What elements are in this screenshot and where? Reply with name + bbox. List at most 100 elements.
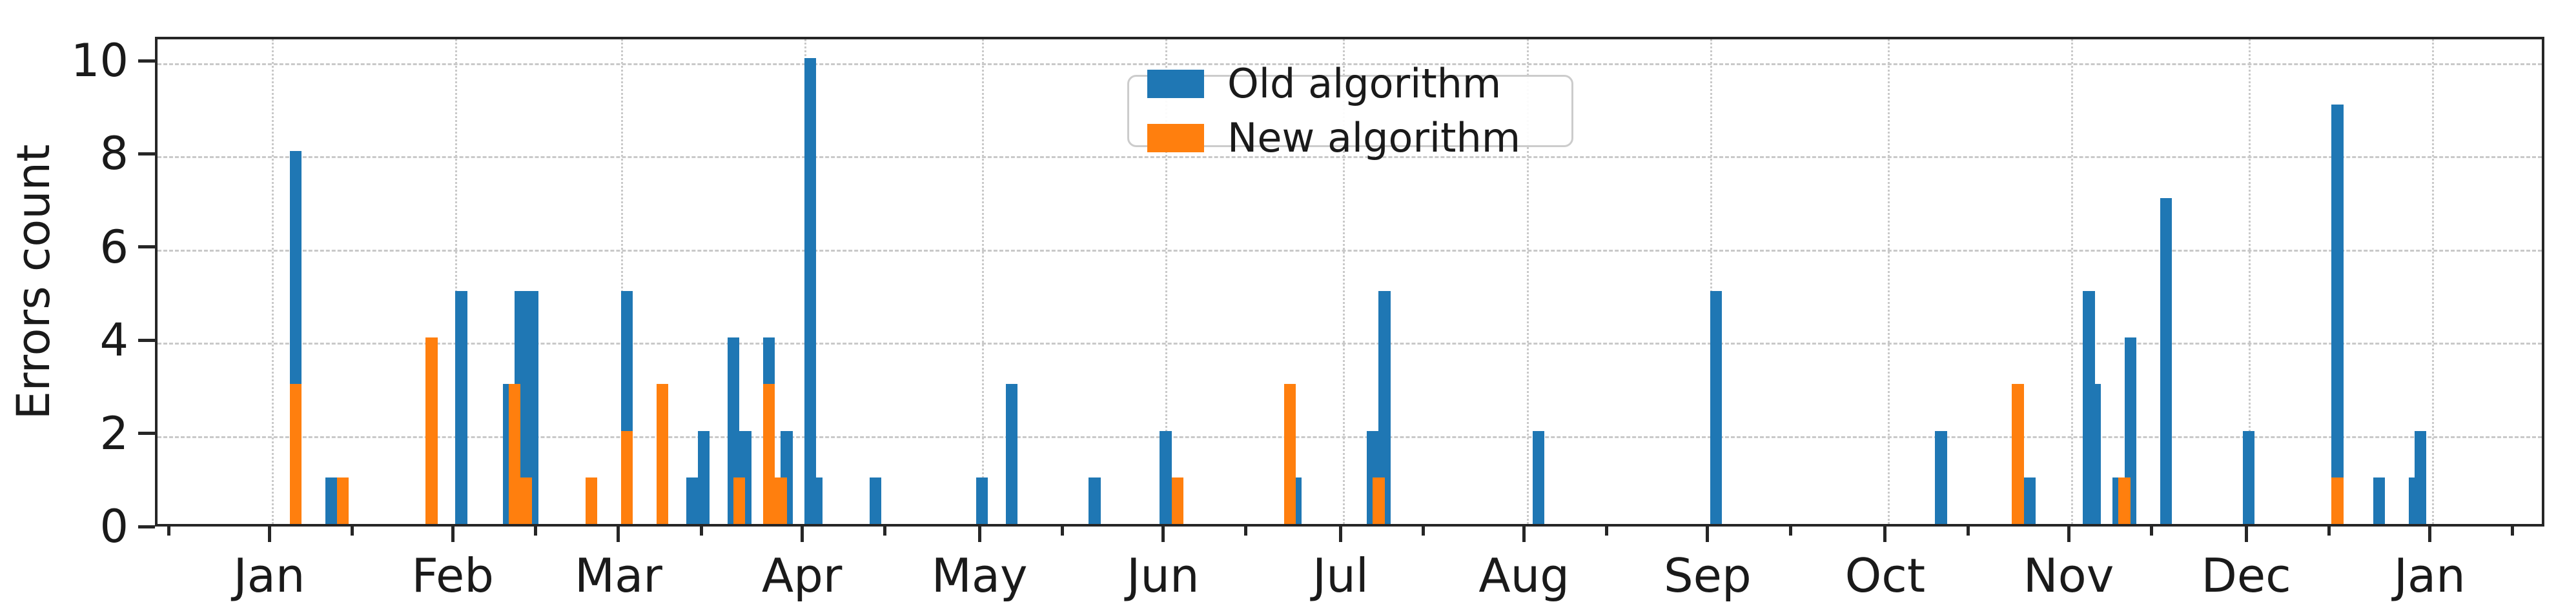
x-tick-sep-8 — [1706, 527, 1710, 542]
new-algorithm-bar-dec-16 — [2331, 477, 2344, 524]
gridline-x-feb-1 — [455, 39, 458, 524]
new-algorithm-bar-jan-28 — [425, 337, 438, 524]
old-algorithm-bar-oct-10 — [1935, 430, 1947, 524]
gridline-y-4 — [158, 343, 2542, 345]
gridline-x-sep-8 — [1710, 39, 1712, 524]
new-algorithm-bar-jul-7 — [1373, 477, 1385, 524]
y-tick-0 — [138, 525, 155, 528]
old-algorithm-bar-dec-30 — [2414, 430, 2427, 524]
x-minor-tick-day-287 — [1966, 527, 1970, 536]
y-tick-label-10: 10 — [70, 34, 128, 87]
new-algorithm-bar-oct-23 — [2012, 384, 2024, 524]
old-algorithm-bar-apr-13 — [869, 477, 882, 524]
x-minor-tick-day-104 — [883, 527, 886, 536]
gridline-x-nov-10 — [2071, 39, 2074, 524]
y-tick-label-0: 0 — [99, 500, 128, 553]
new-algorithm-swatch — [1147, 124, 1204, 152]
x-tick-label-sep-8: Sep — [1663, 548, 1752, 603]
x-tick-label-aug-7: Aug — [1478, 548, 1569, 603]
old-algorithm-swatch — [1147, 70, 1204, 98]
y-tick-label-2: 2 — [99, 407, 128, 460]
legend-label-new: New algorithm — [1227, 114, 1521, 161]
new-algorithm-bar-mar-28 — [775, 477, 787, 524]
x-tick-label-dec-11: Dec — [2201, 548, 2291, 603]
x-minor-tick-day--17 — [167, 527, 170, 536]
x-tick-jul-6 — [1338, 527, 1342, 542]
old-algorithm-bar-nov-11 — [2124, 337, 2136, 524]
x-tick-label-feb-1: Feb — [411, 548, 494, 603]
new-algorithm-bar-jun-3 — [1171, 477, 1183, 524]
new-algorithm-bar-feb-24 — [585, 477, 598, 524]
legend: Old algorithm New algorithm — [1127, 64, 1573, 158]
x-tick-label-apr-3: Apr — [761, 548, 843, 603]
x-tick-label-jun-5: Jun — [1127, 548, 1200, 603]
new-algorithm-bar-jun-22 — [1283, 384, 1296, 524]
old-algorithm-bar-dec-16 — [2331, 105, 2344, 524]
gridline-x-may-4 — [982, 39, 985, 524]
y-tick-6 — [138, 245, 155, 249]
old-algorithm-bar-nov-5 — [2089, 384, 2101, 524]
x-tick-nov-10 — [2067, 527, 2070, 542]
x-minor-tick-day-257 — [1788, 527, 1792, 536]
x-minor-tick-day-318 — [2149, 527, 2153, 536]
x-minor-tick-day-134 — [1061, 527, 1064, 536]
x-tick-aug-7 — [1522, 527, 1526, 542]
x-tick-jan-0 — [267, 527, 271, 542]
old-algorithm-bar-jan-11 — [325, 477, 337, 524]
new-algorithm-bar-mar-21 — [733, 477, 746, 524]
x-tick-label-oct-9: Oct — [1845, 548, 1926, 603]
x-tick-jan-12 — [2428, 527, 2431, 542]
x-tick-mar-2 — [617, 527, 620, 542]
gridline-x-jul-6 — [1343, 39, 1345, 524]
gridline-x-jan-0 — [272, 39, 274, 524]
new-algorithm-bar-jan-13 — [336, 477, 349, 524]
x-tick-jun-5 — [1161, 527, 1165, 542]
old-algorithm-bar-feb-2 — [455, 291, 467, 524]
new-algorithm-bar-mar-8 — [656, 384, 669, 524]
gridline-x-jun-5 — [1165, 39, 1168, 524]
x-minor-tick-day-226 — [1605, 527, 1609, 536]
x-minor-tick-day-348 — [2327, 527, 2331, 536]
old-algorithm-bar-may-6 — [1005, 384, 1018, 524]
new-algorithm-bar-jan-5 — [289, 384, 302, 524]
old-algorithm-bar-jun-1 — [1160, 430, 1172, 524]
new-algorithm-bar-mar-26 — [762, 384, 775, 524]
old-algorithm-bar-may-1 — [976, 477, 988, 524]
legend-entry-old: Old algorithm — [1147, 64, 1553, 104]
old-algorithm-bar-dec-1 — [2242, 430, 2255, 524]
x-tick-label-jul-6: Jul — [1312, 548, 1369, 603]
x-tick-oct-9 — [1883, 527, 1887, 542]
x-tick-label-jan-0: Jan — [233, 548, 305, 603]
new-algorithm-bar-mar-2 — [620, 430, 633, 524]
y-tick-label-8: 8 — [99, 127, 128, 181]
old-algorithm-bar-mar-20 — [727, 337, 740, 524]
x-tick-label-may-4: May — [931, 548, 1028, 603]
gridline-y-6 — [158, 249, 2542, 252]
x-tick-label-jan-12: Jan — [2393, 548, 2466, 603]
y-tick-2 — [138, 432, 155, 436]
legend-entry-new: New algorithm — [1147, 118, 1553, 158]
legend-label-old: Old algorithm — [1227, 60, 1502, 107]
old-algorithm-bar-jul-8 — [1378, 291, 1391, 524]
gridline-y-2 — [158, 436, 2542, 438]
y-tick-4 — [138, 338, 155, 342]
y-tick-10 — [138, 59, 155, 63]
x-minor-tick-day-45 — [534, 527, 538, 536]
gridline-x-mar-2 — [620, 39, 623, 524]
old-algorithm-bar-apr-2 — [804, 58, 817, 524]
x-tick-feb-1 — [451, 527, 455, 542]
gridline-x-oct-9 — [1887, 39, 1890, 524]
old-algorithm-bar-may-20 — [1089, 477, 1101, 524]
x-minor-tick-day-165 — [1244, 527, 1248, 536]
old-algorithm-bar-aug-3 — [1532, 430, 1545, 524]
old-algorithm-bar-nov-17 — [2160, 197, 2172, 524]
old-algorithm-bar-mar-13 — [686, 477, 699, 524]
x-tick-label-nov-10: Nov — [2023, 548, 2114, 603]
new-algorithm-bar-feb-11 — [508, 384, 521, 524]
old-algorithm-bar-apr-3 — [810, 477, 823, 524]
new-algorithm-bar-feb-13 — [520, 477, 533, 524]
y-axis-title: Errors count — [7, 144, 60, 419]
old-algorithm-bar-oct-25 — [2023, 477, 2036, 524]
old-algorithm-bar-dec-23 — [2373, 477, 2385, 524]
